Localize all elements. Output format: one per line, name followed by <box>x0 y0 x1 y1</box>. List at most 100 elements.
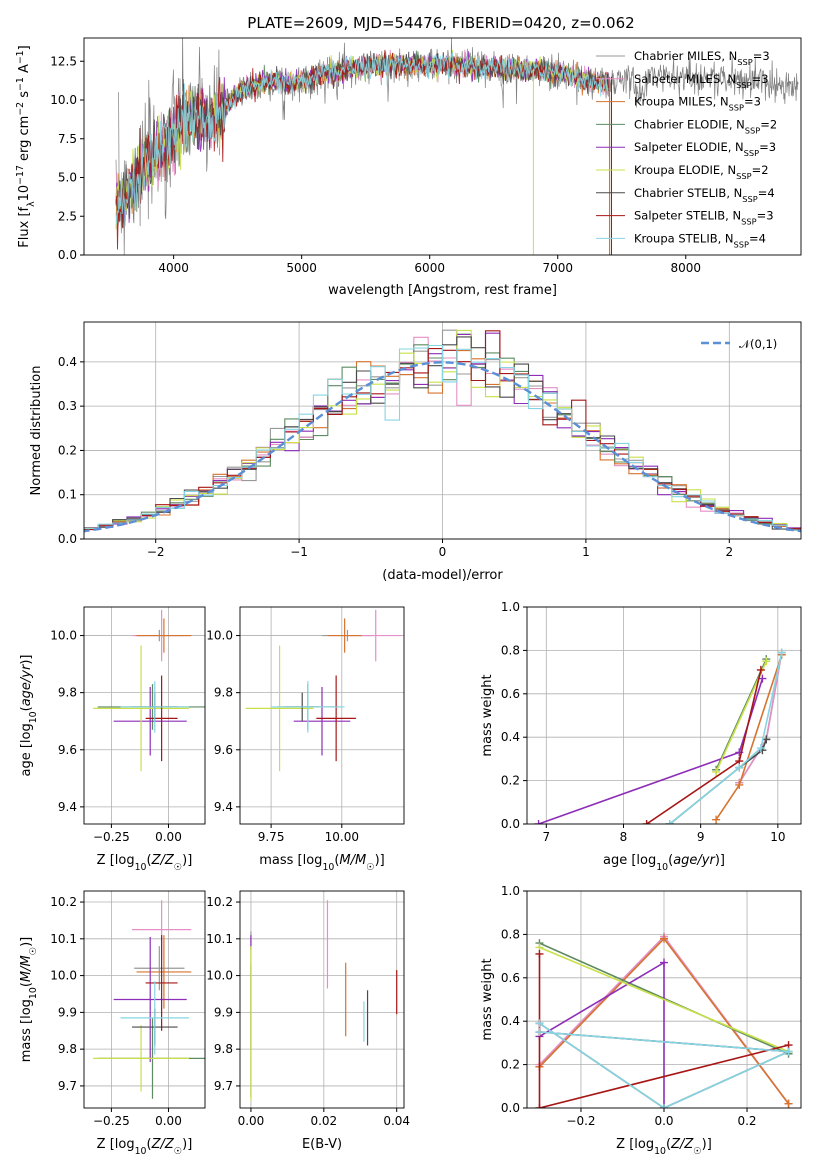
legend-label: Salpeter STELIB, NSSP=3 <box>634 209 774 227</box>
x-tick-label: 7 <box>542 830 550 844</box>
x-axis-label: age [log10(age/yr)] <box>603 853 725 873</box>
legend-label: Kroupa STELIB, NSSP=4 <box>634 231 766 249</box>
mass-weight-marker <box>756 744 765 753</box>
x-tick-label: 0.04 <box>383 1114 410 1128</box>
mass_vs_Z-frame <box>83 890 206 1109</box>
x-tick-label: 0.00 <box>238 1114 265 1128</box>
mass-weight-marker <box>762 735 771 744</box>
x-axis-label: Z [log10(Z/Z☉)] <box>616 1137 712 1157</box>
y-tick-label: 0.2 <box>501 774 520 788</box>
y-tick-label: 9.4 <box>214 800 233 814</box>
mass_vs_EBV-errorbars <box>250 900 398 1101</box>
mass-weight-marker <box>534 820 543 824</box>
y-tick-label: 10.0 <box>206 629 233 643</box>
model-spectrum-line <box>115 50 609 234</box>
spectrum-frame <box>83 37 802 256</box>
errorbar-point <box>245 645 314 772</box>
x-tick-label: 9 <box>697 830 705 844</box>
age_vs_mass-axes: 9.75 10.00 9.4 9.6 9.8 10.0 <box>206 607 404 844</box>
model-spectrum-line <box>115 51 609 223</box>
y-tick-label: 0.0 <box>501 1101 520 1115</box>
x-axis-label: Z [log10(Z/Z☉)] <box>97 853 193 873</box>
y-tick-label: 0.6 <box>501 687 520 701</box>
mass-weight-marker <box>712 815 721 824</box>
y-tick-label: 9.9 <box>58 1005 77 1019</box>
legend-label: Kroupa ELODIE, NSSP=2 <box>634 163 769 181</box>
mass_vs_Z-axes: −0.25 0.00 9.7 9.8 9.9 10.0 10.1 10.2 <box>50 891 205 1128</box>
x-tick-label: 0 <box>439 545 447 559</box>
mass-weight-marker <box>735 780 744 789</box>
y-tick-label: 1.0 <box>501 600 520 614</box>
y-tick-label: 9.4 <box>58 800 77 814</box>
x-tick-label: 0.2 <box>737 1114 756 1128</box>
x-tick-label: −0.25 <box>93 1114 130 1128</box>
legend-label: 𝒩(0,1) <box>739 337 777 351</box>
spectrum-legend: Chabrier MILES, NSSP=3 Salpeter MILES, NS… <box>596 49 777 249</box>
x-axis-label: wavelength [Angstrom, rest frame] <box>328 283 557 298</box>
legend-label: Salpeter MILES, NSSP=3 <box>634 72 769 90</box>
y-tick-label: 0.4 <box>501 1014 520 1028</box>
mass-weight-marker <box>735 763 744 772</box>
errorbar-point <box>145 675 178 762</box>
y-tick-label: 0.6 <box>501 971 520 985</box>
y-tick-label: 12.5 <box>50 54 77 68</box>
y-tick-label: 0.8 <box>501 927 520 941</box>
y-tick-label: 9.7 <box>214 1079 233 1093</box>
errorbar-point <box>136 618 192 653</box>
mass_vs_Z-errorbars <box>93 900 205 1099</box>
age_vs_Z-frame <box>83 606 206 825</box>
x-tick-label: −0.25 <box>93 830 130 844</box>
y-axis-label: mass weight <box>480 674 495 756</box>
x-tick-label: 10.00 <box>325 830 359 844</box>
y-tick-label: 9.8 <box>58 686 77 700</box>
mass-weight-marker <box>665 820 674 824</box>
y-tick-label: 9.6 <box>214 743 233 757</box>
legend-label: Salpeter ELODIE, NSSP=3 <box>634 140 776 158</box>
y-tick-label: 10.0 <box>50 969 77 983</box>
y-tick-label: 0.2 <box>501 1058 520 1072</box>
residuals-frame <box>83 321 802 540</box>
errorbar-point <box>93 645 190 772</box>
y-tick-label: 9.7 <box>58 1079 77 1093</box>
y-tick-label: 10.1 <box>50 932 77 946</box>
mass-weight-marker <box>660 1104 668 1108</box>
y-tick-label: 0.0 <box>58 248 77 262</box>
mass-weight-marker <box>660 958 668 967</box>
legend-label: Chabrier STELIB, NSSP=4 <box>634 186 775 204</box>
mw_vs_age-axes: 7 8 9 10 0.0 0.2 0.4 0.6 0.8 1.0 <box>501 600 801 844</box>
x-tick-label: −2 <box>147 545 165 559</box>
y-tick-label: 10.2 <box>206 895 233 909</box>
age_vs_mass-frame <box>239 606 405 825</box>
x-tick-label: 7000 <box>542 261 573 275</box>
mass-weight-line <box>538 678 764 824</box>
mass-weight-marker <box>712 767 721 776</box>
model-spectrum-line <box>115 50 609 230</box>
errorbar-point <box>113 936 187 1063</box>
x-tick-label: 1 <box>582 545 590 559</box>
legend-label: Chabrier ELODIE, NSSP=2 <box>634 117 777 135</box>
mass-weight-marker <box>758 674 767 683</box>
x-tick-label: 10 <box>770 830 785 844</box>
errorbar-point <box>120 681 190 733</box>
mass-weight-marker <box>784 1099 793 1108</box>
y-axis-label: Normed distribution <box>29 366 44 496</box>
errorbar-point <box>93 1025 190 1092</box>
mw_vs_Z-frame <box>526 890 802 1109</box>
x-tick-label: 9.75 <box>258 830 285 844</box>
spectrum-lines <box>115 38 799 255</box>
y-tick-label: 1.0 <box>501 884 520 898</box>
y-tick-label: 0.2 <box>58 443 77 457</box>
y-tick-label: 0.1 <box>58 488 77 502</box>
errorbar-point <box>145 935 178 1031</box>
mass_vs_EBV-axes: 0.00 0.02 0.04 9.7 9.8 9.9 10.0 10.1 10.2 <box>206 891 410 1128</box>
mass-weight-line <box>669 652 783 824</box>
model-spectrum-line <box>115 51 609 228</box>
errorbar-point <box>134 946 185 991</box>
y-tick-label: 10.2 <box>50 895 77 909</box>
y-tick-label: 9.9 <box>214 1005 233 1019</box>
y-tick-label: 0.3 <box>58 399 77 413</box>
figure-title: PLATE=2609, MJD=54476, FIBERID=0420, z=0… <box>247 14 634 32</box>
x-tick-label: 4000 <box>158 261 189 275</box>
y-axis-label: age [log10(age/yr)] <box>19 654 39 776</box>
mass-weight-marker <box>756 665 765 674</box>
